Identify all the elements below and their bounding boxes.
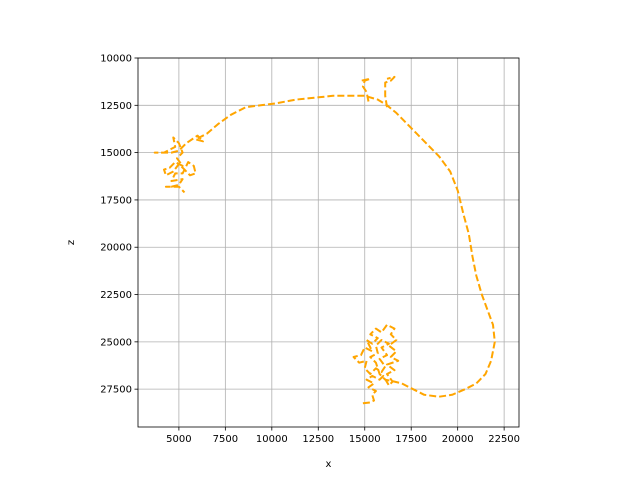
plot-frame xyxy=(137,57,520,428)
y-tick-label: 10000 xyxy=(100,54,132,65)
x-tick-label: 17500 xyxy=(395,434,427,445)
x-tick-label: 5000 xyxy=(166,434,191,445)
x-tick-label: 12500 xyxy=(302,434,334,445)
y-tick-label: 20000 xyxy=(100,243,132,254)
y-tick-label: 27500 xyxy=(100,385,132,396)
y-tick-label: 17500 xyxy=(100,195,132,206)
series-line xyxy=(153,94,496,405)
y-tick-label: 22500 xyxy=(100,290,132,301)
series-line xyxy=(360,77,372,102)
x-tick-label: 20000 xyxy=(442,434,474,445)
y-tick-label: 25000 xyxy=(100,337,132,348)
x-tick-label: 7500 xyxy=(213,434,238,445)
x-axis-label: x xyxy=(326,459,332,470)
y-tick-label: 12500 xyxy=(100,101,132,112)
ticks: 5000 7500 10000 12500 15000 17500 20000 22500 10… xyxy=(100,54,520,446)
data-series xyxy=(153,75,496,405)
y-tick-label: 15000 xyxy=(100,148,132,159)
y-axis-label: z xyxy=(66,240,77,245)
series-line xyxy=(384,75,396,108)
x-tick-label: 10000 xyxy=(256,434,288,445)
x-tick-label: 22500 xyxy=(488,434,520,445)
grid xyxy=(138,57,519,427)
x-tick-label: 15000 xyxy=(349,434,381,445)
